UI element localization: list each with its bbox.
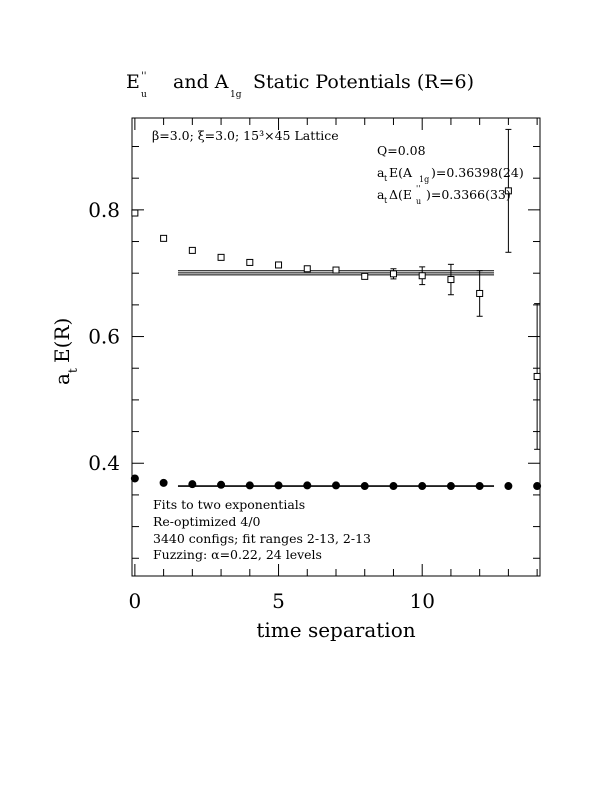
data-point-square — [303, 265, 311, 273]
fit-bands — [177, 270, 495, 487]
chart-title: E '' u and A 1g Static Potentials (R=6) — [126, 71, 474, 100]
fit-info-line: 3440 configs; fit ranges 2-13, 2-13 — [153, 531, 371, 546]
data-point-square — [160, 234, 168, 242]
title-e-sub: u — [141, 90, 147, 100]
data-point-circle — [360, 482, 369, 491]
y-label-rest: E(R) — [50, 318, 74, 363]
delta-mid: Δ(E — [389, 187, 412, 202]
data-point-square — [332, 266, 340, 274]
lattice-text: β=3.0; ξ=3.0; 15³×45 Lattice — [152, 128, 339, 143]
x-tick-label: 0 — [129, 589, 142, 613]
data-point-circle — [332, 481, 340, 490]
title-a-sub: 1g — [230, 90, 242, 100]
fit-info: Fits to two exponentials Re-optimized 4/… — [153, 497, 371, 562]
data-points — [130, 128, 542, 491]
delta-a: a — [377, 187, 385, 202]
a1g-energy-mid: E(A — [389, 165, 413, 180]
data-point-circle — [418, 482, 427, 491]
y-tick-label: 0.4 — [88, 451, 120, 475]
data-point-square — [447, 276, 455, 284]
a1g-energy-value: )=0.36398(24) — [431, 165, 524, 180]
data-point-square — [476, 289, 484, 297]
y-tick-labels: 0.4 0.6 0.8 — [88, 198, 120, 475]
y-label-a: a — [50, 373, 74, 385]
data-point-square — [533, 372, 541, 380]
data-point-square — [275, 261, 283, 269]
x-tick-label: 10 — [409, 589, 434, 613]
data-point-circle — [533, 482, 542, 491]
data-point-square — [217, 253, 225, 261]
a1g-energy-a: a — [377, 165, 385, 180]
x-tick-label: 5 — [272, 589, 285, 613]
fit-info-line: Fuzzing: α=0.22, 24 levels — [153, 547, 322, 562]
axis-ticks — [132, 118, 540, 576]
fit-info-line: Fits to two exponentials — [153, 497, 305, 512]
data-point-square — [389, 270, 397, 278]
data-point-circle — [159, 478, 168, 487]
data-point-circle — [446, 482, 455, 491]
data-point-circle — [504, 482, 513, 491]
data-point-circle — [245, 481, 254, 490]
data-point-square — [246, 258, 254, 266]
y-axis-label: a t E(R) — [50, 318, 80, 385]
a1g-energy-t: t — [384, 174, 388, 183]
data-point-circle — [475, 482, 484, 491]
y-tick-label: 0.8 — [88, 198, 120, 222]
lattice-annotation: β=3.0; ξ=3.0; 15³×45 Lattice — [152, 128, 339, 143]
data-point-square — [361, 272, 369, 280]
x-axis-label: time separation — [256, 618, 415, 642]
q-value: Q=0.08 — [377, 143, 426, 158]
delta-sup: '' — [416, 184, 420, 193]
data-point-circle — [217, 480, 226, 489]
data-point-square — [504, 187, 512, 195]
delta-t: t — [384, 196, 388, 205]
title-rest: Static Potentials (R=6) — [253, 71, 474, 93]
fit-results: Q=0.08 a t E(A 1g )=0.36398(24) a t Δ(E … — [377, 143, 524, 206]
data-point-square — [188, 246, 196, 254]
x-tick-labels: 0 5 10 — [129, 589, 435, 613]
delta-sub: u — [416, 197, 421, 206]
y-label-sub: t — [66, 368, 80, 373]
fit-info-line: Re-optimized 4/0 — [153, 514, 261, 529]
data-point-circle — [130, 474, 139, 483]
data-point-circle — [274, 481, 283, 490]
title-a: and A — [173, 71, 229, 93]
title-e-sup: '' — [141, 71, 147, 82]
y-tick-label: 0.6 — [88, 325, 120, 349]
title-e: E — [126, 71, 140, 93]
data-point-circle — [389, 482, 398, 491]
data-point-square — [418, 272, 426, 280]
data-point-square — [131, 209, 139, 217]
data-point-circle — [188, 480, 197, 489]
delta-value: )=0.3366(33) — [426, 187, 511, 202]
data-point-circle — [303, 481, 312, 490]
a1g-energy-sub: 1g — [419, 175, 429, 184]
